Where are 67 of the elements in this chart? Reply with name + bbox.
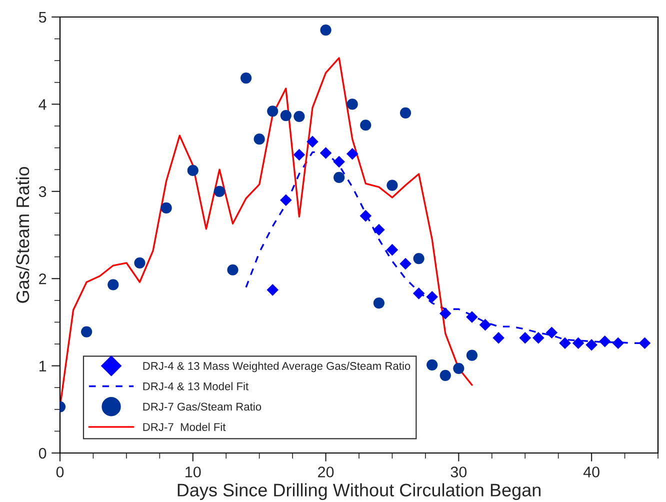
point — [386, 244, 398, 256]
x-tick-label: 10 — [186, 466, 201, 478]
point — [479, 318, 492, 331]
point — [546, 326, 558, 339]
point — [360, 210, 372, 222]
point — [267, 106, 278, 117]
x-tick-label: 20 — [318, 466, 334, 478]
point — [466, 311, 478, 323]
point — [413, 252, 424, 264]
point — [320, 24, 332, 36]
point — [320, 147, 332, 159]
point — [280, 194, 292, 206]
y-tick-label: 0 — [38, 448, 46, 459]
point — [333, 156, 345, 168]
point — [453, 362, 464, 374]
point — [214, 186, 226, 197]
point — [360, 120, 372, 131]
x-tick-label: 40 — [583, 466, 600, 478]
y-tick-label: 5 — [38, 12, 46, 23]
point — [346, 148, 358, 160]
point — [81, 326, 92, 338]
point — [492, 332, 504, 344]
point — [532, 332, 544, 344]
y-tick-label: 4 — [38, 99, 46, 110]
point — [400, 107, 412, 118]
point — [293, 148, 306, 161]
legend-label: DRJ-7 Gas/Steam Ratio — [143, 402, 262, 411]
point — [254, 134, 265, 145]
point — [440, 370, 451, 381]
point — [572, 337, 584, 350]
y-tick-label: 2 — [39, 273, 46, 284]
legend-label: DRJ-7 Model Fit — [143, 422, 226, 431]
point — [280, 110, 292, 122]
x-tick-label: 30 — [450, 466, 467, 478]
point — [227, 264, 238, 276]
point — [266, 284, 279, 296]
point — [134, 257, 146, 268]
point — [612, 337, 624, 350]
point — [108, 279, 119, 290]
point — [294, 110, 305, 122]
point — [519, 332, 532, 344]
point — [334, 172, 345, 184]
point — [598, 335, 611, 348]
point — [306, 136, 318, 148]
point — [426, 359, 438, 370]
point — [346, 98, 358, 110]
y-tick-label: 1 — [39, 360, 46, 372]
x-tick-label: 0 — [56, 466, 64, 478]
point — [386, 180, 398, 191]
point — [373, 224, 385, 236]
point — [400, 258, 412, 270]
y-tick-label: 3 — [38, 186, 46, 198]
x-axis-title: Days Since Drilling Without Circulation Began — [178, 483, 540, 500]
point — [373, 297, 384, 309]
y-axis-title: Gas/Steam Ratio — [16, 167, 30, 303]
point — [426, 291, 438, 303]
point — [160, 202, 172, 214]
legend-label: DRJ-4 & 13 Model Fit — [143, 382, 249, 390]
legend-label: DRJ-4 & 13 Mass Weighted Average Gas/Steam Ratio — [143, 362, 410, 372]
point — [439, 308, 452, 320]
point — [638, 337, 651, 350]
point — [240, 72, 252, 84]
point — [559, 337, 571, 350]
point — [412, 288, 425, 300]
point — [466, 350, 478, 361]
point — [586, 338, 598, 351]
point — [187, 164, 198, 176]
